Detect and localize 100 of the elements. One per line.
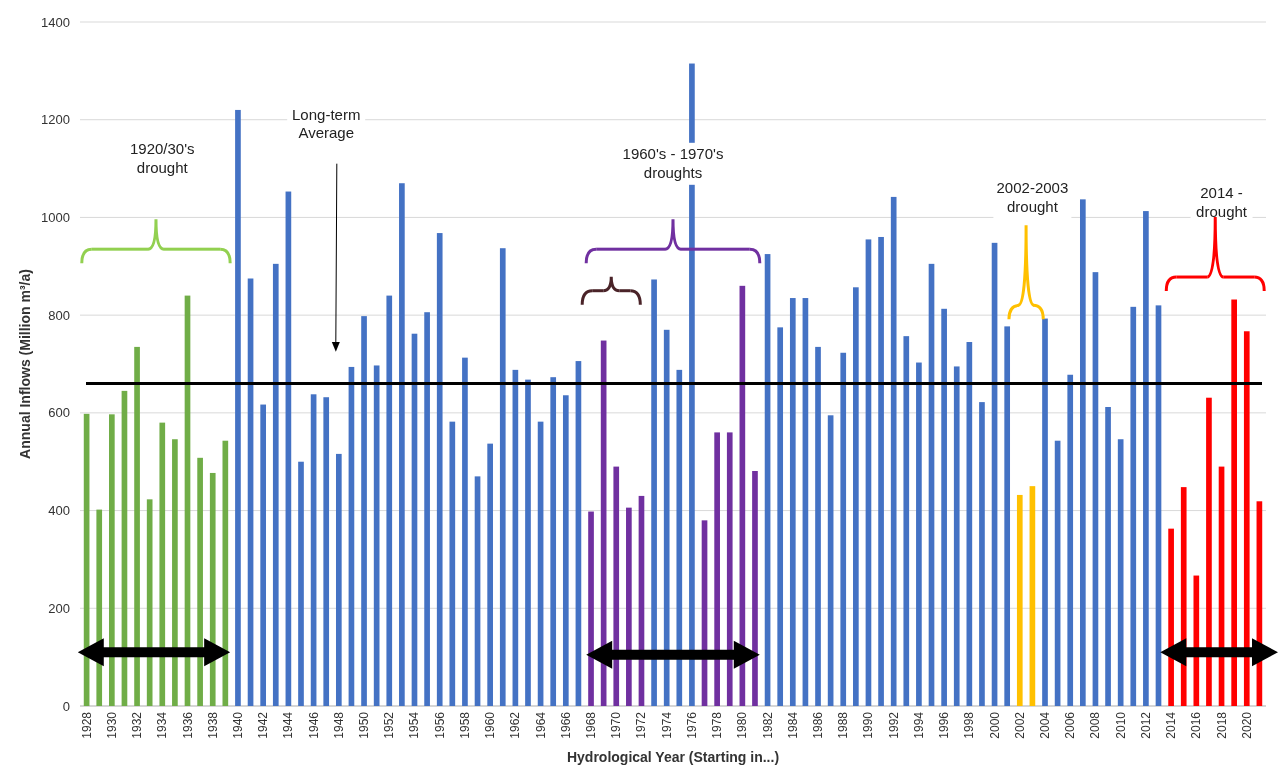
bar [941, 308, 947, 706]
bar [726, 432, 733, 706]
x-tick-label: 1998 [962, 711, 977, 739]
bar [1004, 326, 1011, 706]
annotation: Long-term Average [292, 105, 361, 142]
bar [663, 329, 670, 706]
bar [953, 366, 960, 706]
bar [1206, 397, 1212, 706]
x-tick-label: 1994 [911, 711, 926, 739]
y-tick-label: 1400 [41, 14, 70, 30]
x-tick-label: 1948 [331, 711, 346, 739]
bar [235, 109, 241, 706]
bar [1231, 299, 1237, 706]
x-tick-label: 1982 [760, 711, 775, 739]
bar [1016, 494, 1023, 706]
bar [890, 196, 897, 706]
x-tick-label: 1978 [710, 711, 725, 739]
x-tick-label: 1958 [457, 711, 472, 739]
bar [777, 327, 784, 706]
bar [462, 357, 468, 706]
y-tick-label: 800 [48, 307, 70, 323]
bar [386, 295, 393, 706]
x-tick-label: 2012 [1138, 711, 1153, 739]
bar [676, 369, 683, 706]
bar [878, 236, 884, 706]
bar [789, 298, 796, 706]
bar [1193, 575, 1200, 706]
bar [335, 453, 342, 706]
x-tick-label: 1942 [256, 711, 271, 739]
y-tick-label: 600 [48, 405, 70, 421]
x-tick-label: 1940 [230, 711, 245, 739]
x-tick-label: 1964 [533, 711, 548, 739]
x-tick-label: 1938 [205, 711, 220, 739]
annotation: 2002-2003 drought [996, 179, 1069, 215]
annotation: 1960's - 1970's droughts [622, 144, 724, 181]
bar [298, 461, 304, 706]
x-tick-label: 1984 [785, 711, 800, 739]
x-tick-label: 1960 [483, 711, 498, 739]
bar [222, 440, 229, 706]
x-tick-label: 1970 [609, 711, 624, 739]
bar [853, 287, 859, 706]
bar [1168, 528, 1174, 706]
bar [1243, 331, 1250, 706]
bar [840, 352, 847, 706]
bar [815, 346, 821, 706]
bar [752, 471, 758, 706]
y-tick-label: 400 [48, 503, 70, 519]
annotation: 2014 - drought [1196, 183, 1248, 220]
bar [626, 507, 632, 706]
x-tick-label: 1972 [634, 711, 649, 739]
x-tick-label: 1932 [130, 711, 145, 739]
bar [1143, 211, 1149, 706]
bar [449, 421, 456, 706]
bar [197, 457, 203, 706]
x-tick-label: 1928 [79, 711, 94, 739]
annotation: 1920/30's drought [129, 139, 195, 176]
bar [1117, 439, 1124, 706]
x-tick-label: 1986 [811, 711, 826, 739]
bar [146, 499, 153, 706]
bar [399, 183, 405, 706]
bar [562, 395, 569, 706]
x-tick-label: 2020 [1239, 711, 1254, 739]
x-tick-label: 2002 [1012, 711, 1027, 739]
x-tick-label: 1996 [937, 711, 952, 739]
bar [714, 432, 720, 706]
x-tick-label: 1974 [659, 711, 674, 739]
y-tick-label: 200 [48, 600, 70, 616]
x-tick-label: 1992 [886, 711, 901, 739]
x-tick-label: 1968 [584, 711, 599, 739]
bar [134, 346, 140, 706]
x-tick-label: 1954 [407, 711, 422, 739]
bar [172, 439, 178, 706]
bar [260, 404, 266, 706]
x-tick-label: 1980 [735, 711, 750, 739]
x-tick-label: 1976 [684, 711, 699, 739]
bar [651, 279, 657, 706]
x-tick-label: 1956 [432, 711, 447, 739]
bar [1080, 199, 1086, 706]
x-tick-label: 1944 [281, 711, 296, 739]
bar [361, 316, 367, 706]
bar [1067, 374, 1074, 706]
x-tick-label: 2018 [1214, 711, 1229, 739]
bar [979, 402, 985, 706]
x-tick-label: 2014 [1164, 711, 1179, 739]
bar [109, 414, 115, 706]
bar [588, 511, 594, 706]
bar [550, 377, 557, 706]
x-tick-label: 2006 [1063, 711, 1078, 739]
bar [903, 336, 910, 706]
bar [323, 397, 330, 706]
x-tick-label: 1988 [836, 711, 851, 739]
bar [1105, 406, 1111, 706]
x-tick-label: 2008 [1088, 711, 1103, 739]
x-tick-label: 1950 [357, 711, 372, 739]
bar [272, 263, 279, 706]
x-tick-label: 1962 [508, 711, 523, 739]
bar [525, 379, 531, 706]
x-axis-title: Hydrological Year (Starting in...) [566, 749, 780, 765]
bar [1130, 306, 1137, 706]
x-tick-label: 1990 [861, 711, 876, 739]
